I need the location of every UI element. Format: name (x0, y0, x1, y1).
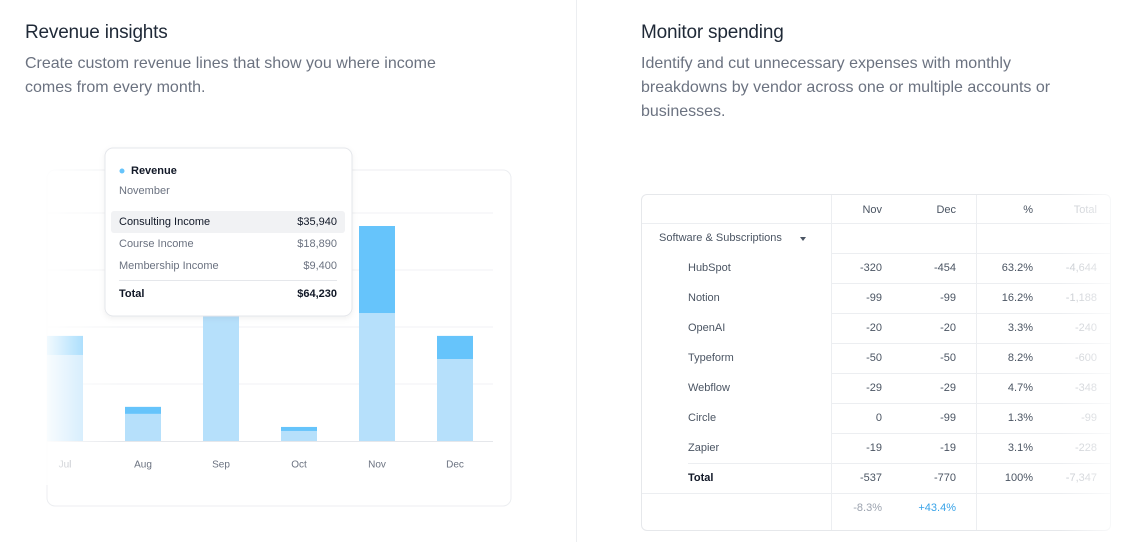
table-cell: 63.2% (1001, 262, 1033, 274)
x-tick-label: Oct (291, 460, 307, 471)
right-description: Identify and cut unnecessary expenses wi… (641, 55, 1051, 120)
table-cell: -20 (940, 322, 956, 334)
tooltip-row-value: $18,890 (297, 238, 337, 250)
col-line (831, 195, 832, 530)
table-cell: -29 (866, 382, 882, 394)
left-title: Revenue insights (25, 22, 168, 43)
table-cell: -20 (866, 322, 882, 334)
table-cell: -320 (859, 262, 882, 274)
left-description: Create custom revenue lines that show yo… (25, 55, 436, 96)
tooltip-highlight (111, 211, 345, 233)
right-fade (1060, 190, 1145, 535)
bar-segment (281, 430, 317, 441)
right-title: Monitor spending (641, 22, 784, 43)
tooltip-subtitle: November (119, 185, 170, 197)
table-cell: -50 (940, 352, 956, 364)
row-line (832, 343, 1110, 344)
table-cell: -770 (933, 472, 956, 484)
tooltip-row-label: Course Income (119, 238, 194, 250)
table-cell: 16.2% (1001, 292, 1033, 304)
table-cell: -99 (940, 412, 956, 424)
table-cell: 3.3% (1007, 322, 1033, 334)
table-cell: -19 (940, 442, 956, 454)
table-cell: -8.3% (853, 502, 882, 514)
tooltip: Revenue November Consulting Income $35,94… (104, 147, 353, 317)
table-cell: -29 (940, 382, 956, 394)
bar-segment (125, 406, 161, 414)
tooltip-rows: Consulting Income $35,940 Course Income $18… (119, 216, 337, 272)
row-line (832, 403, 1110, 404)
chart: JulAugSepOctNovDec Revenue November Cons… (40, 147, 512, 507)
table-cell: % (1023, 204, 1033, 216)
row-label: OpenAI (688, 322, 726, 334)
x-tick-label: Dec (446, 460, 464, 471)
row-line (832, 373, 1110, 374)
table-cell: -454 (933, 262, 956, 274)
table-cell: 100% (1004, 472, 1033, 484)
row-label: Circle (688, 412, 717, 424)
x-tick-label: Sep (212, 460, 230, 471)
table-cell: -537 (859, 472, 882, 484)
table-cell: 0 (875, 412, 882, 424)
table-cell: 1.3% (1007, 412, 1033, 424)
bar-segment (359, 313, 395, 441)
tooltip-dot (119, 168, 125, 174)
row-line (832, 253, 1110, 254)
row-line (832, 283, 1110, 284)
bar-segment (437, 358, 473, 441)
table-cell: 8.2% (1007, 352, 1033, 364)
total-label: Total (688, 472, 714, 484)
bar-segment (437, 335, 473, 359)
tooltip-row-label: Consulting Income (119, 216, 210, 228)
row-line (832, 313, 1110, 314)
row-label: Webflow (688, 382, 730, 394)
row-label: Zapier (688, 442, 720, 454)
table-cell: 4.7% (1007, 382, 1033, 394)
row-label: Typeform (688, 352, 734, 364)
panel-divider (576, 0, 577, 542)
tooltip-title: Revenue (131, 165, 177, 177)
table-cell: Dec (936, 204, 956, 216)
table-cell: -50 (866, 352, 882, 364)
row-line (642, 493, 1110, 494)
table-cell: -99 (940, 292, 956, 304)
x-tick-label: Nov (368, 460, 386, 471)
group-label: Software & Subscriptions (659, 232, 782, 244)
tooltip-total-value: $64,230 (297, 288, 337, 300)
row-label: Notion (688, 292, 720, 304)
group-caret (800, 237, 806, 241)
row-line (642, 223, 1110, 224)
col-line (976, 195, 977, 530)
row-line (832, 433, 1110, 434)
row-line (688, 463, 1110, 464)
table-cell: Nov (862, 204, 882, 216)
x-tick-label: Aug (134, 460, 152, 471)
row-label: HubSpot (688, 262, 731, 274)
table-cell: 3.1% (1007, 442, 1033, 454)
table-cell: -99 (866, 292, 882, 304)
bar-segment (359, 226, 395, 314)
tooltip-row-value: $9,400 (303, 260, 337, 272)
table-cell: -19 (866, 442, 882, 454)
tooltip-row-value: $35,940 (297, 216, 337, 228)
tooltip-row-label: Membership Income (119, 260, 219, 272)
bar-segment (125, 413, 161, 441)
bar-segment (281, 426, 317, 431)
tooltip-total-label: Total (119, 288, 144, 300)
table-cell: +43.4% (918, 502, 956, 514)
